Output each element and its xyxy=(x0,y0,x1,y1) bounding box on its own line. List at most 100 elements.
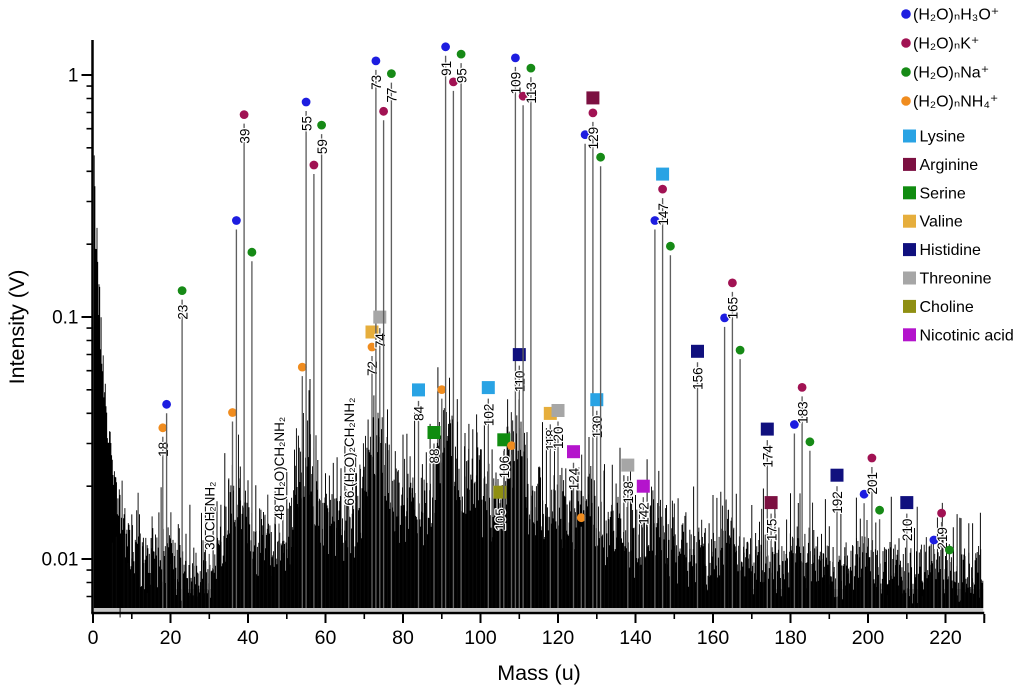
y-minor-ticks xyxy=(86,85,93,598)
annotation-label: 66 (H₂O)₂CH₂NH₂ xyxy=(342,398,357,506)
peak-marker-na xyxy=(945,545,954,555)
peak-marker-na xyxy=(247,247,257,257)
legend-item-valine: Valine xyxy=(920,214,963,231)
peak-label: 59 xyxy=(315,139,330,154)
legend-item-serine: Serine xyxy=(920,185,966,202)
peak-label: 105 xyxy=(493,508,508,531)
x-tick-label: 180 xyxy=(774,627,807,649)
legend-item-lysine: Lysine xyxy=(920,129,966,146)
peak-marker-k xyxy=(239,110,249,119)
peak-marker-histidine xyxy=(900,496,914,510)
peak-label: 102 xyxy=(481,404,496,427)
y-axis-title: Intensity (V) xyxy=(5,270,29,385)
y-tick-label: 0.01 xyxy=(42,550,79,571)
peak-label: 73 xyxy=(369,75,384,90)
peak-label: 142 xyxy=(637,502,652,525)
x-tick-label: 140 xyxy=(619,627,652,649)
peak-label: 72 xyxy=(365,361,380,376)
peak-label: 175 xyxy=(764,519,779,542)
peak-marker-na xyxy=(387,69,396,78)
x-tick-label: 20 xyxy=(160,627,182,649)
x-axis-title: Mass (u) xyxy=(497,661,581,685)
legend-item-nicotinic: Nicotinic acid xyxy=(920,327,1014,344)
peak-marker-k xyxy=(309,160,319,170)
peak-marker-h3o xyxy=(929,535,939,545)
peak-marker-serine xyxy=(427,426,441,439)
peak-marker-h3o xyxy=(650,216,660,225)
peak-marker-k xyxy=(797,383,807,392)
peak-label: 129 xyxy=(586,127,601,150)
peak-marker-arginine xyxy=(764,496,778,510)
peak-marker-nh4 xyxy=(158,423,168,433)
peak-marker-threonine xyxy=(373,310,387,324)
peak-marker-h3o xyxy=(859,489,869,499)
legend-item-histidine: Histidine xyxy=(920,242,981,259)
peak-label: 138 xyxy=(621,481,636,504)
legend-item-nh4: (H₂O)ₙNH₄⁺ xyxy=(913,94,998,111)
legend-item-na: (H₂O)ₙNa⁺ xyxy=(913,65,989,82)
peak-marker-histidine xyxy=(760,422,774,436)
peak-label: 156 xyxy=(691,367,706,390)
legend-marker-threonine xyxy=(903,271,916,285)
peak-label: 88 xyxy=(427,449,442,464)
peak-label: 39 xyxy=(237,129,252,144)
legend-item-k: (H₂O)ₙK⁺ xyxy=(913,36,979,53)
peak-marker-k xyxy=(449,77,458,87)
peak-marker-nh4 xyxy=(228,408,237,417)
peak-marker-na xyxy=(177,286,187,295)
peak-marker-na xyxy=(735,345,745,355)
legend-item-h3o: (H₂O)ₙH₃O⁺ xyxy=(913,7,999,24)
peak-marker-histidine xyxy=(512,348,526,362)
peak-marker-nh4 xyxy=(297,362,307,372)
x-tick-label: 200 xyxy=(852,627,885,649)
peak-label: 118 xyxy=(544,429,559,451)
x-tick-label: 160 xyxy=(697,627,730,649)
peak-marker-k xyxy=(379,106,388,116)
peak-marker-h3o xyxy=(511,53,520,63)
peak-marker-h3o xyxy=(371,56,381,66)
peak-label: 84 xyxy=(412,405,427,421)
x-tick-label: 220 xyxy=(929,627,962,649)
y-tick-label: 0.1 xyxy=(52,308,78,329)
peak-marker-nicotinic xyxy=(567,445,580,459)
peak-label: 23 xyxy=(175,305,190,320)
peak-marker-h3o xyxy=(790,420,799,429)
x-tick-label: 100 xyxy=(464,627,497,649)
peak-marker-h3o xyxy=(441,42,450,52)
peak-label: 192 xyxy=(830,491,845,514)
peak-marker-threonine xyxy=(551,404,565,417)
x-tick-label: 120 xyxy=(542,627,575,649)
peak-marker-histidine xyxy=(830,468,844,482)
legend-marker-lysine xyxy=(903,129,916,143)
legend-marker-na xyxy=(901,67,911,77)
legend-item-choline: Choline xyxy=(920,299,974,316)
peak-label: 210 xyxy=(900,519,915,542)
peak-label: 109 xyxy=(509,72,524,95)
legend-marker-valine xyxy=(903,214,916,228)
legend-item-threonine: Threonine xyxy=(920,271,992,288)
peak-label: 124 xyxy=(567,467,582,490)
peak-label: 77 xyxy=(385,88,400,103)
peak-marker-k xyxy=(728,278,737,288)
peak-marker-h3o xyxy=(580,130,590,140)
peak-marker-nh4 xyxy=(367,342,377,352)
legend-marker-arginine xyxy=(903,157,916,171)
peak-marker-nh4 xyxy=(507,441,516,450)
legend-marker-nicotinic xyxy=(903,328,916,342)
peak-label: 183 xyxy=(795,401,810,424)
legend-marker-nh4 xyxy=(901,96,911,106)
peak-label: 120 xyxy=(551,427,566,450)
y-major-ticks xyxy=(81,74,93,560)
peak-marker-lysine xyxy=(481,381,495,395)
legend-marker-serine xyxy=(903,186,916,200)
annotation-label: 30 CH₂NH₂ xyxy=(202,482,217,550)
x-minor-ticks xyxy=(131,614,986,619)
peak-marker-k xyxy=(937,508,946,518)
x-tick-label: 80 xyxy=(392,627,414,649)
peak-label: 174 xyxy=(761,445,776,468)
peak-marker-serine xyxy=(497,433,511,447)
peak-label: 130 xyxy=(590,416,605,439)
peak-marker-na xyxy=(596,152,605,162)
peak-label: 113 xyxy=(524,82,539,104)
